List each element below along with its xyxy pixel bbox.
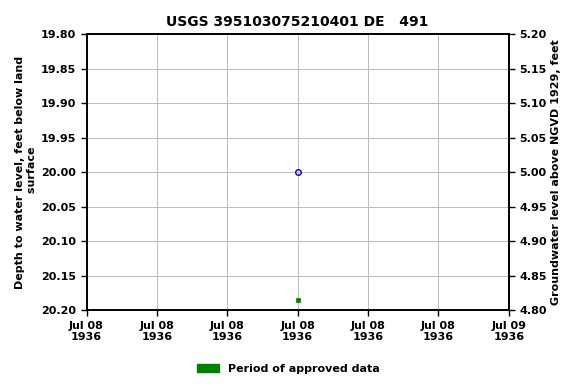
Legend: Period of approved data: Period of approved data: [192, 359, 384, 379]
Y-axis label: Depth to water level, feet below land
 surface: Depth to water level, feet below land su…: [15, 56, 37, 289]
Title: USGS 395103075210401 DE   491: USGS 395103075210401 DE 491: [166, 15, 429, 29]
Y-axis label: Groundwater level above NGVD 1929, feet: Groundwater level above NGVD 1929, feet: [551, 39, 561, 305]
